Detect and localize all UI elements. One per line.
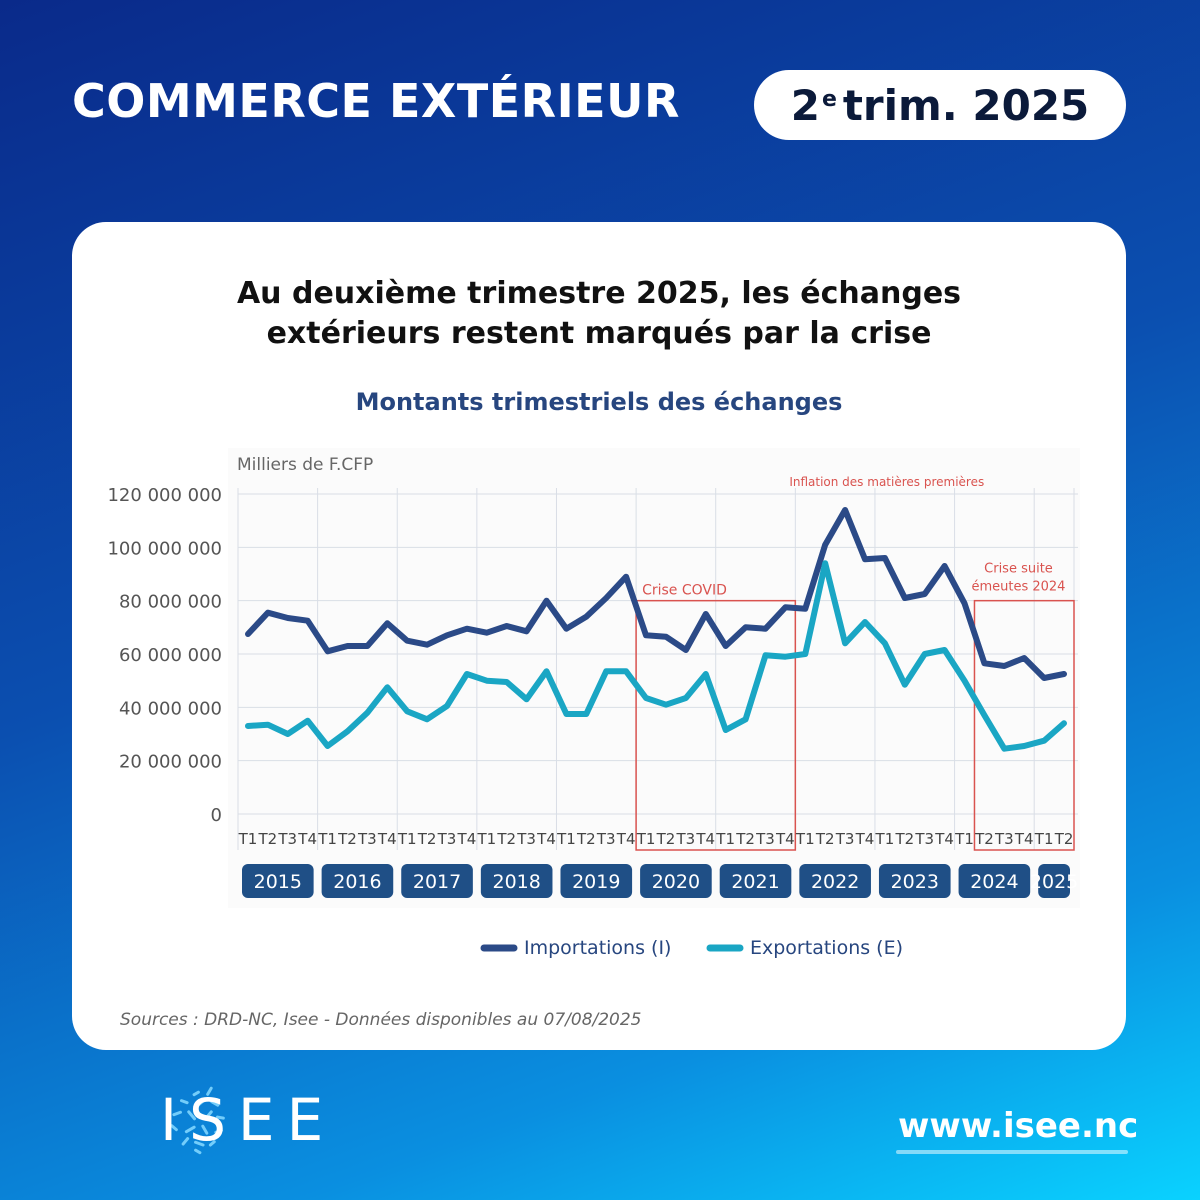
x-tick-label: T1 [954, 830, 974, 848]
annotation-label-inflation: Inflation des matières premières [789, 475, 984, 489]
period-number: 2 [790, 80, 820, 130]
x-tick-label: T1 [795, 830, 815, 848]
x-tick-label: T4 [536, 830, 556, 848]
x-tick-label: T2 [576, 830, 596, 848]
x-tick-label: T1 [317, 830, 337, 848]
year-badge [640, 864, 712, 898]
x-tick-label: T2 [894, 830, 914, 848]
chart-card: Au deuxième trimestre 2025, les échanges… [72, 222, 1126, 1050]
x-tick-label: T4 [695, 830, 715, 848]
year-label: 2021 [731, 871, 779, 893]
x-tick-label: T1 [556, 830, 576, 848]
source-note: Sources : DRD-NC, Isee - Données disponi… [120, 1010, 642, 1030]
year-badge [242, 864, 314, 898]
year-badge [719, 864, 792, 898]
year-label: 2016 [333, 871, 381, 893]
series-line-imports [245, 507, 1067, 681]
x-tick-label: T2 [656, 830, 676, 848]
x-tick-label: T2 [417, 830, 437, 848]
series-line-exports [245, 560, 1067, 752]
x-tick-label: T4 [1014, 830, 1034, 848]
x-tick-label: T1 [636, 830, 656, 848]
y-tick-label: 120 000 000 [107, 485, 222, 506]
x-tick-label: T4 [934, 830, 954, 848]
period-rest: trim. 2025 [842, 80, 1090, 130]
x-tick-label: T1 [397, 830, 417, 848]
x-tick-label: T2 [735, 830, 755, 848]
website-underline [896, 1150, 1128, 1154]
year-label: 2019 [572, 871, 620, 893]
x-tick-label: T3 [596, 830, 616, 848]
period-superscript: e [821, 86, 837, 112]
x-tick-label: T2 [496, 830, 516, 848]
annotation-box [973, 599, 1075, 851]
year-badge [1038, 864, 1070, 898]
year-label: 2015 [254, 871, 302, 893]
x-tick-label: T4 [616, 830, 636, 848]
period-badge: 2 e trim. 2025 [754, 70, 1126, 140]
x-tick-label: T2 [257, 830, 277, 848]
year-label: 2024 [970, 871, 1018, 893]
year-badge [799, 864, 871, 898]
x-tick-label: T4 [297, 830, 317, 848]
y-tick-label: 100 000 000 [107, 538, 222, 559]
x-tick-label: T2 [337, 830, 357, 848]
x-tick-label: T2 [974, 830, 994, 848]
y-tick-label: 80 000 000 [119, 592, 222, 613]
chart-title: Montants trimestriels des échanges [355, 388, 843, 416]
x-tick-label: T4 [457, 830, 477, 848]
year-label: 2020 [652, 871, 700, 893]
x-tick-label: T3 [675, 830, 695, 848]
legend-label-exports: Exportations (E) [750, 937, 903, 959]
website-link[interactable]: www.isee.nc [898, 1106, 1139, 1146]
legend-label-imports: Importations (I) [524, 937, 671, 959]
year-badge [560, 864, 633, 898]
x-tick-label: T4 [377, 830, 397, 848]
x-tick-label: T3 [835, 830, 855, 848]
plot-background [228, 448, 1080, 908]
x-tick-label: T3 [994, 830, 1014, 848]
year-badge [401, 864, 473, 898]
year-label: 2025 [1030, 871, 1078, 893]
page-title: COMMERCE EXTÉRIEUR [72, 74, 680, 128]
year-badge [321, 864, 394, 898]
y-axis-label: Milliers de F.CFP [237, 455, 373, 475]
x-tick-label: T3 [357, 830, 377, 848]
x-tick-label: T2 [1054, 830, 1074, 848]
y-tick-label: 20 000 000 [119, 752, 222, 773]
logo-wordmark: ISEE [160, 1086, 336, 1154]
x-tick-label: T1 [1034, 830, 1054, 848]
x-tick-label: T3 [914, 830, 934, 848]
x-tick-label: T2 [815, 830, 835, 848]
x-tick-label: T3 [437, 830, 457, 848]
x-tick-label: T3 [277, 830, 297, 848]
annotation-label-riots-line1: Crise suite [984, 562, 1053, 577]
line-chart: Milliers de F.CFP 0 20 000 000 40 000 000 6… [107, 448, 1080, 959]
year-label: 2017 [413, 871, 461, 893]
annotation-box [635, 599, 797, 851]
headline-line-1: Au deuxième trimestre 2025, les échanges [236, 276, 962, 311]
x-tick-label: T1 [715, 830, 735, 848]
x-tick-label: T3 [755, 830, 775, 848]
year-badge [480, 864, 553, 898]
y-tick-label: 60 000 000 [119, 645, 222, 666]
year-label: 2023 [891, 871, 939, 893]
headline: Au deuxième trimestre 2025, les échanges… [72, 274, 1126, 354]
annotation-label-riots-line2: émeutes 2024 [971, 580, 1065, 595]
year-badge [878, 864, 951, 898]
year-label: 2022 [811, 871, 859, 893]
x-tick-label: T1 [875, 830, 895, 848]
x-tick-label: T3 [516, 830, 536, 848]
x-tick-label: T1 [238, 830, 258, 848]
x-tick-label: T1 [476, 830, 496, 848]
x-tick-label: T4 [775, 830, 795, 848]
headline-line-2: extérieurs restent marqués par la crise [266, 316, 932, 351]
y-tick-label: 0 [211, 805, 222, 826]
year-label: 2018 [492, 871, 540, 893]
annotation-label-covid: Crise COVID [642, 583, 727, 599]
y-tick-label: 40 000 000 [119, 698, 222, 719]
isee-logo-icon [170, 1086, 225, 1155]
x-tick-label: T4 [855, 830, 875, 848]
year-badge [958, 864, 1031, 898]
